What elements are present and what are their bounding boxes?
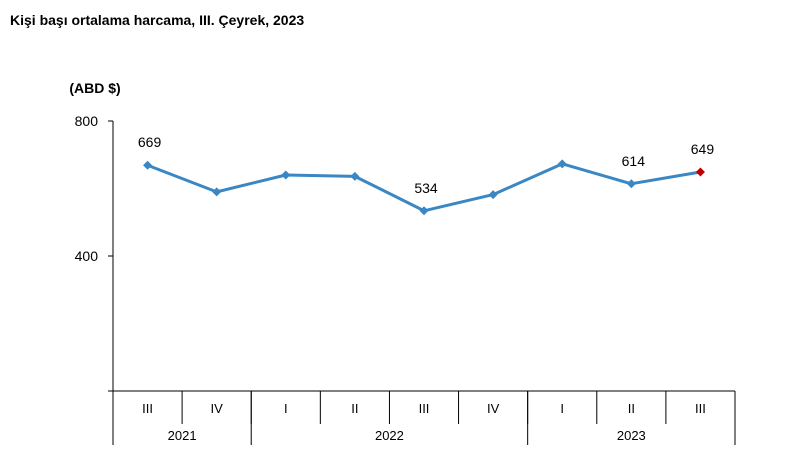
x-tick-label: III	[142, 401, 153, 416]
data-label: 614	[622, 153, 646, 169]
x-tick-label: II	[351, 401, 358, 416]
data-point-marker	[695, 167, 705, 177]
x-tick-label: IV	[487, 401, 500, 416]
series-line: 669 534 614 649	[138, 134, 715, 216]
y-tick-label: 800	[75, 113, 99, 129]
x-tick-label: I	[284, 401, 288, 416]
data-label: 669	[138, 134, 162, 150]
y-tick-label: 400	[75, 248, 99, 264]
data-point-marker	[419, 206, 429, 216]
data-label: 534	[414, 180, 438, 196]
data-point-marker	[557, 159, 567, 169]
chart-title: Kişi başı ortalama harcama, III. Çeyrek,…	[10, 12, 305, 28]
x-tick-label: I	[560, 401, 564, 416]
data-point-marker	[626, 179, 636, 189]
x-tick-label: IV	[211, 401, 224, 416]
data-point-marker	[350, 171, 360, 181]
x-tick-label: III	[695, 401, 706, 416]
x-year-label: 2021	[168, 428, 197, 443]
data-label: 649	[691, 141, 715, 157]
x-year-label: 2022	[375, 428, 404, 443]
data-point-marker	[281, 170, 291, 180]
data-point-marker	[212, 187, 222, 197]
y-axis-label: (ABD $)	[69, 80, 120, 96]
data-point-marker	[143, 160, 153, 170]
x-tick-label: II	[628, 401, 635, 416]
data-point-marker	[488, 190, 498, 200]
x-year-label: 2023	[617, 428, 646, 443]
x-tick-label: III	[419, 401, 430, 416]
